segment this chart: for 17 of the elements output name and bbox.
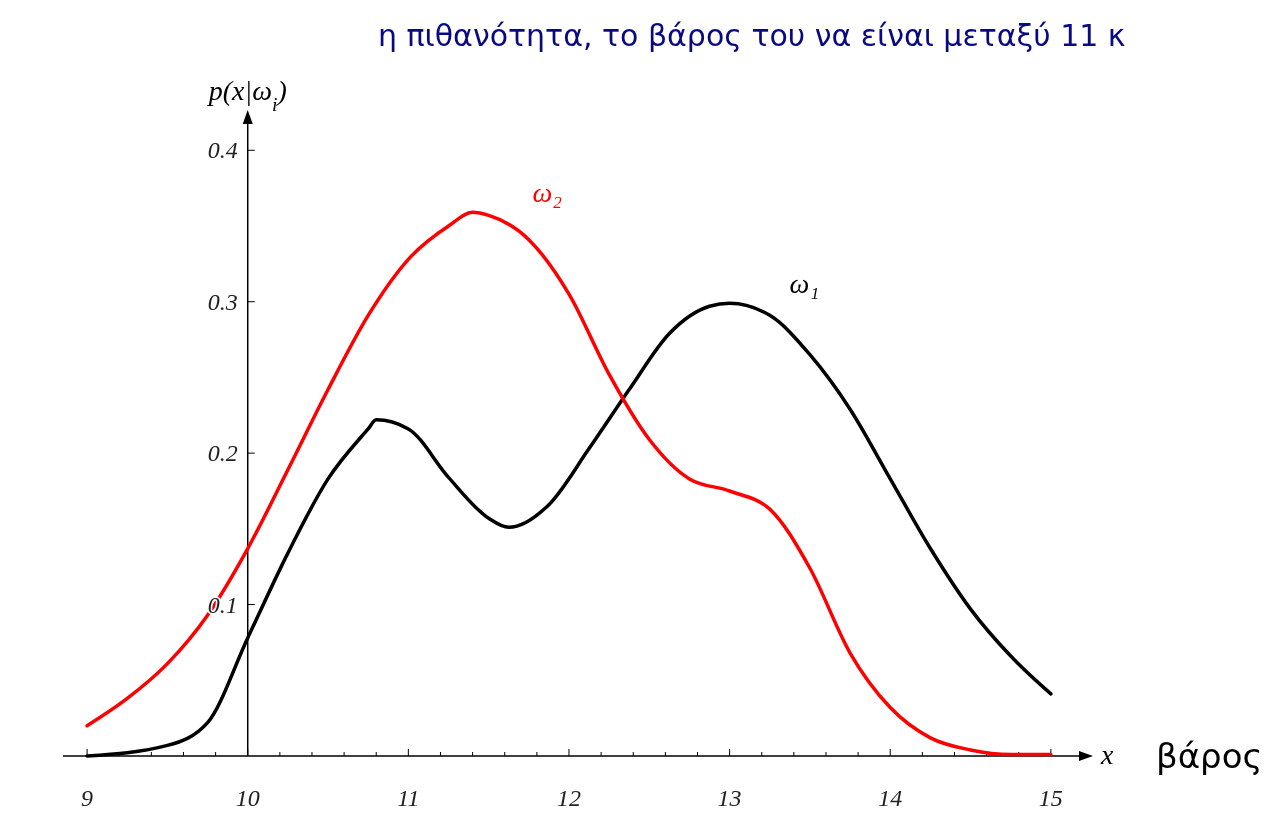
y-tick-label: 0.4	[207, 137, 238, 164]
x-tick-label: 11	[397, 785, 420, 811]
x-tick-label: 13	[717, 785, 742, 811]
y-tick-label: 0.3	[207, 288, 238, 315]
line-series	[85, 210, 1053, 757]
series-label: ω₂	[532, 177, 563, 209]
x-tick-label: 14	[878, 785, 903, 811]
x-tick-label: 9	[81, 785, 94, 811]
y-axis-title: p(x|ω$_{i}$)	[206, 75, 287, 115]
text: η πιθανότητα, το βάρος του να είναι μεταξύ 11 κ	[378, 18, 1126, 53]
x-axis-title: x	[1100, 739, 1114, 770]
y-tick-label: 0.2	[207, 440, 238, 467]
x-tick-label: 10	[235, 785, 260, 811]
series-label: ω₁	[789, 268, 820, 300]
x-tick-label: 15	[1038, 785, 1063, 811]
x-tick-label: 12	[556, 785, 581, 811]
text: βάρος	[1156, 736, 1263, 776]
